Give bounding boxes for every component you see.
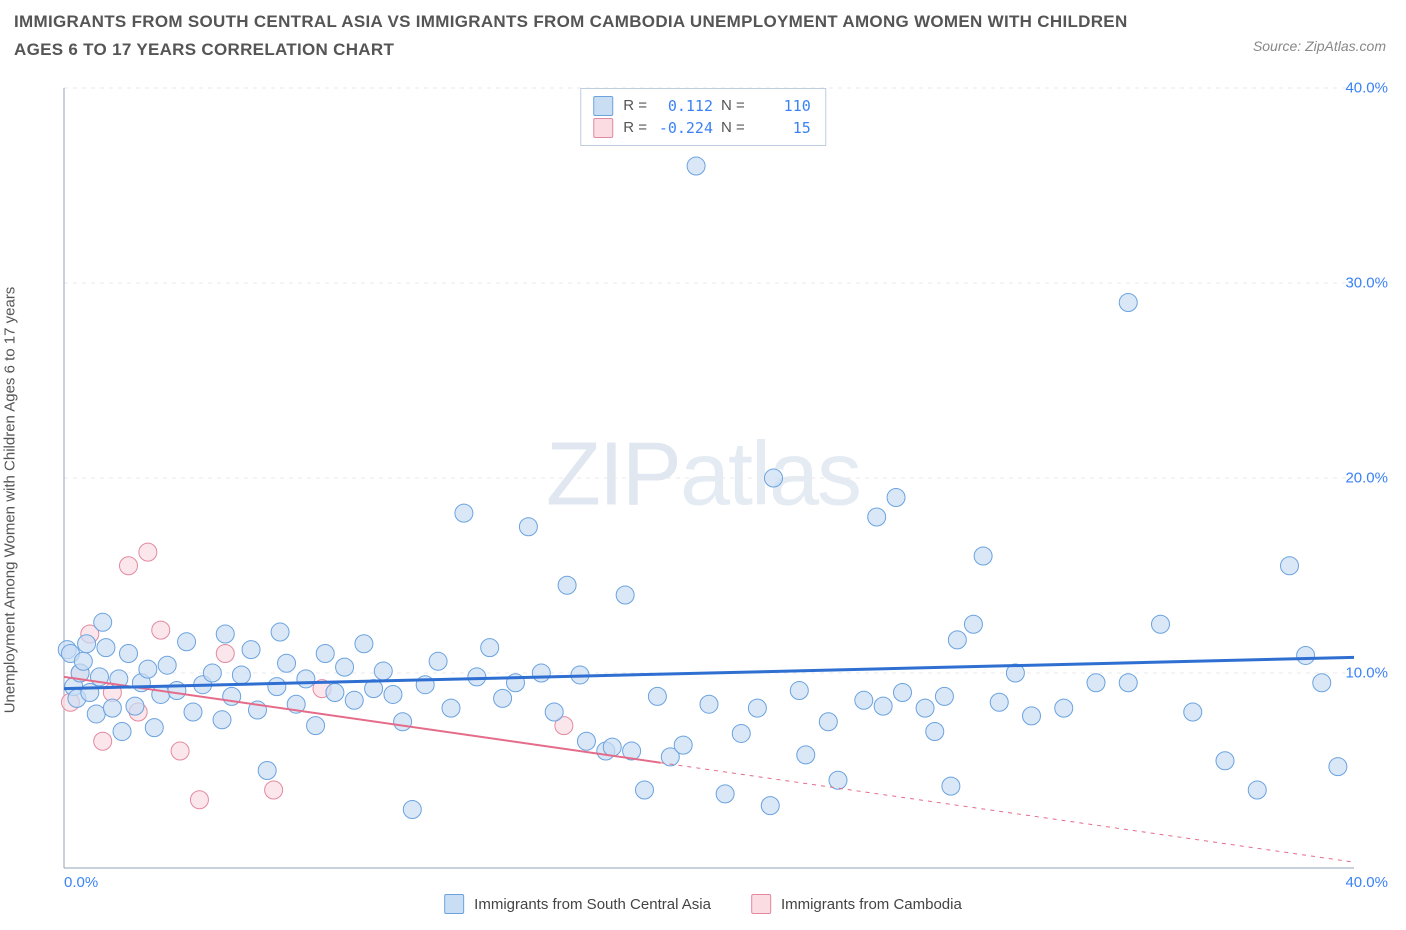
legend-r-label-a: R = — [623, 95, 647, 117]
x-tick-label-max: 40.0% — [1345, 874, 1388, 891]
source-name: ZipAtlas.com — [1305, 38, 1386, 54]
source-credit: Source: ZipAtlas.com — [1253, 8, 1386, 54]
chart-area: Unemployment Among Women with Children A… — [14, 80, 1392, 920]
legend-swatch-bottom-b — [751, 894, 771, 914]
legend-r-value-a: 0.112 — [655, 95, 713, 117]
legend-row-series-b: R = -0.224 N = 15 — [593, 117, 811, 139]
correlation-legend: R = 0.112 N = 110 R = -0.224 N = 15 — [580, 88, 826, 146]
legend-row-series-a: R = 0.112 N = 110 — [593, 95, 811, 117]
scatter-plot-svg — [14, 80, 1392, 890]
legend-swatch-bottom-a — [444, 894, 464, 914]
legend-swatch-series-b — [593, 118, 613, 138]
legend-r-label-b: R = — [623, 117, 647, 139]
legend-n-label-b: N = — [721, 117, 745, 139]
y-tick-label: 40.0% — [1345, 80, 1388, 97]
x-tick-label-min: 0.0% — [64, 874, 98, 891]
y-tick-label: 20.0% — [1345, 470, 1388, 487]
legend-item-series-a: Immigrants from South Central Asia — [444, 894, 711, 914]
legend-item-series-b: Immigrants from Cambodia — [751, 894, 962, 914]
legend-n-value-b: 15 — [753, 117, 811, 139]
legend-label-series-b: Immigrants from Cambodia — [781, 896, 962, 913]
y-tick-label: 10.0% — [1345, 665, 1388, 682]
legend-label-series-a: Immigrants from South Central Asia — [474, 896, 711, 913]
title-row: IMMIGRANTS FROM SOUTH CENTRAL ASIA VS IM… — [0, 0, 1406, 64]
y-tick-label: 30.0% — [1345, 275, 1388, 292]
chart-title: IMMIGRANTS FROM SOUTH CENTRAL ASIA VS IM… — [14, 8, 1134, 64]
legend-swatch-series-a — [593, 96, 613, 116]
series-legend: Immigrants from South Central Asia Immig… — [444, 894, 962, 914]
legend-n-label-a: N = — [721, 95, 745, 117]
legend-n-value-a: 110 — [753, 95, 811, 117]
legend-r-value-b: -0.224 — [655, 117, 713, 139]
chart-container: IMMIGRANTS FROM SOUTH CENTRAL ASIA VS IM… — [0, 0, 1406, 930]
source-label: Source: — [1253, 38, 1305, 54]
